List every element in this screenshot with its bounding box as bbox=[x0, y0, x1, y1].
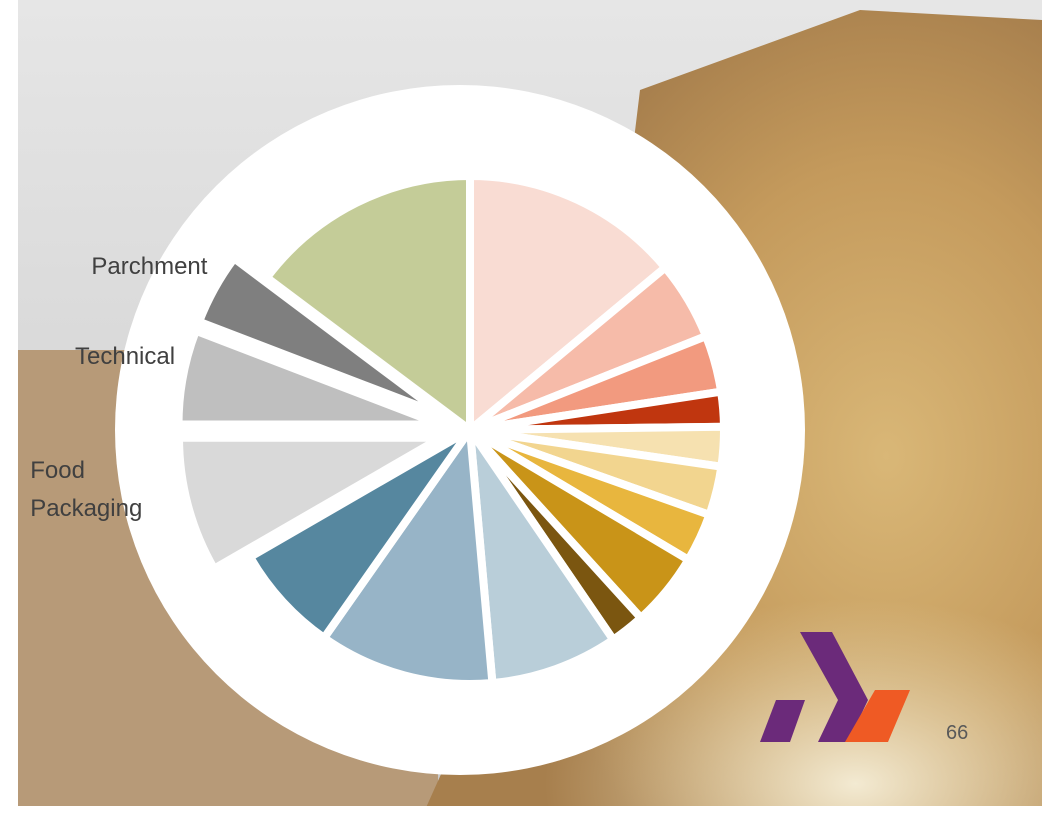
slice-label: Parchment bbox=[91, 252, 208, 280]
bottom-margin bbox=[0, 806, 1042, 821]
logo-orange bbox=[845, 690, 910, 742]
left-margin bbox=[0, 0, 18, 821]
pie-slice bbox=[318, 418, 497, 688]
slice-label: Food Packaging bbox=[30, 456, 143, 522]
pie-slice bbox=[466, 171, 671, 439]
pie-slice bbox=[464, 415, 619, 688]
logo-purple-small bbox=[760, 700, 805, 742]
slice-label: Technical bbox=[75, 343, 176, 371]
pie-slice bbox=[174, 325, 442, 429]
pie bbox=[174, 171, 729, 688]
logo-purple bbox=[800, 632, 868, 742]
pie-slice bbox=[244, 426, 474, 644]
pie-slice bbox=[193, 252, 447, 420]
pie-slice bbox=[175, 433, 456, 575]
page-number: 66 bbox=[946, 722, 969, 744]
pie-slice bbox=[261, 171, 474, 438]
